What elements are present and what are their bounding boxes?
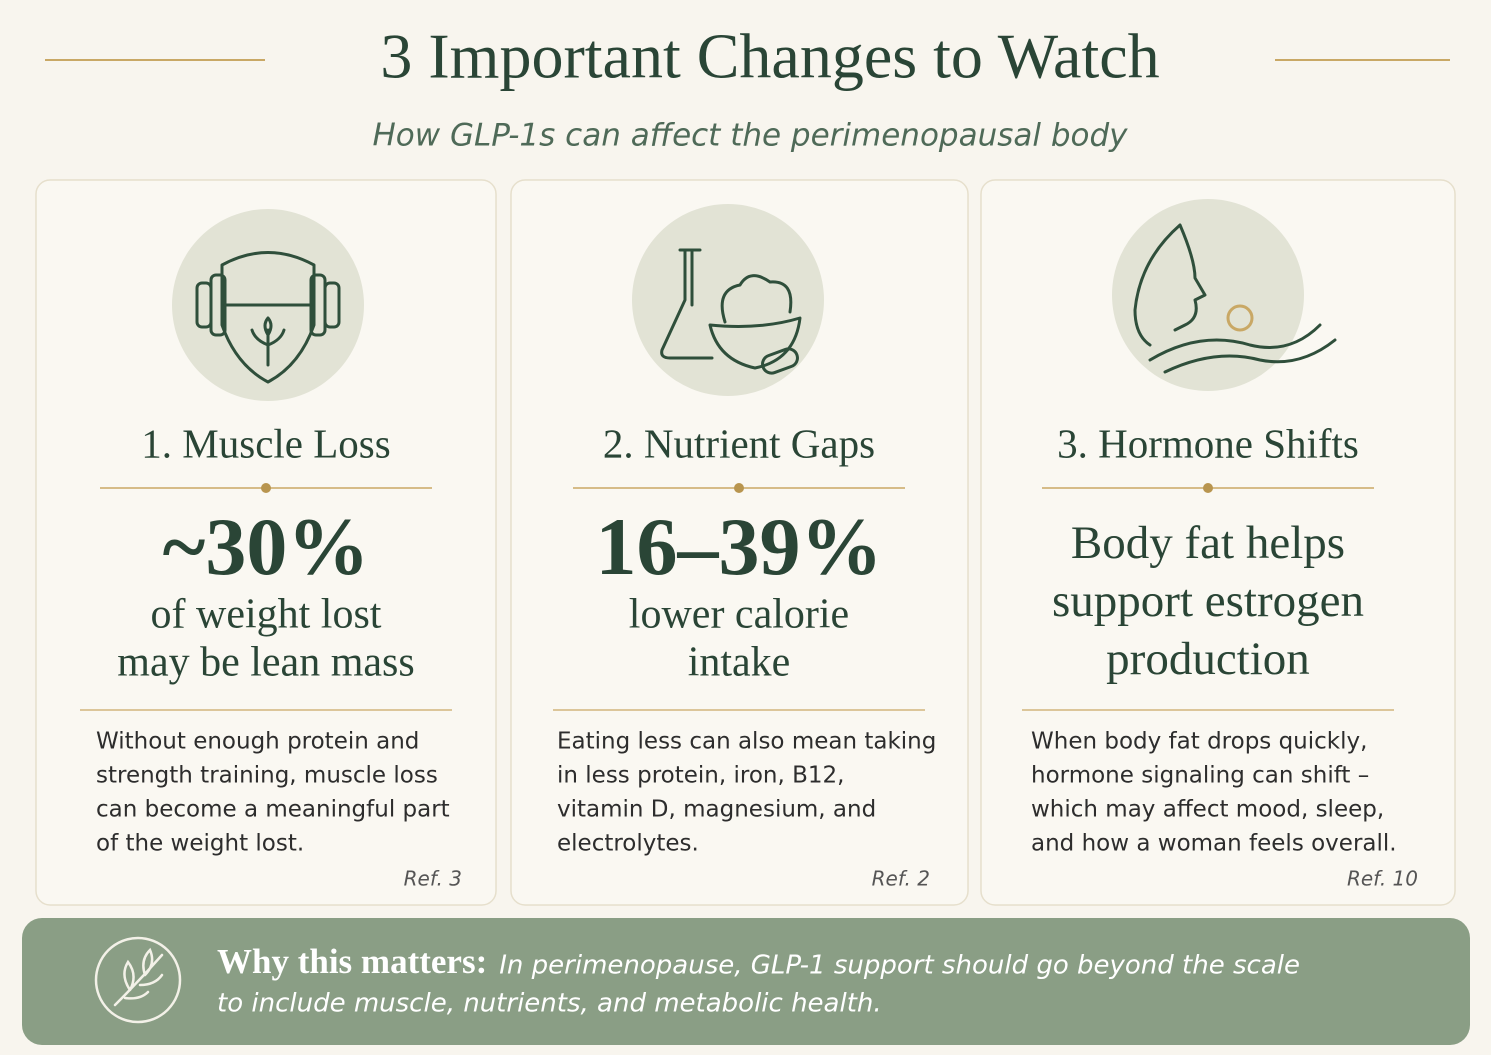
card [510, 179, 969, 906]
footer-text: to include muscle, nutrients, and metabo… [217, 989, 882, 1019]
card [980, 179, 1456, 906]
stat: ~30% [163, 501, 370, 592]
body-text: Without enough protein and [96, 729, 419, 755]
icon-muscle [172, 209, 364, 401]
stat: 16–39% [596, 501, 883, 592]
divider-dot [1203, 483, 1213, 493]
body-text: hormone signaling can shift – [1031, 763, 1369, 789]
footer-label: Why this matters: [217, 942, 487, 981]
card-heading: 1. Muscle Loss [141, 420, 390, 466]
body-text: and how a woman feels overall. [1031, 831, 1397, 857]
body-text: in less protein, iron, B12, [557, 763, 844, 789]
card-heading: 3. Hormone Shifts [1057, 420, 1359, 466]
body-text: When body fat drops quickly, [1031, 729, 1367, 755]
card [35, 179, 497, 906]
body-text: strength training, muscle loss [96, 763, 438, 789]
body-text: electrolytes. [557, 831, 699, 857]
divider-dot [261, 483, 271, 493]
card-heading: 2. Nutrient Gaps [603, 420, 875, 466]
stat-text: production [1106, 633, 1310, 685]
stat-text: may be lean mass [117, 640, 414, 686]
reference: Ref. 2 [872, 867, 930, 891]
body-text: which may affect mood, sleep, [1031, 797, 1384, 823]
divider-dot [734, 483, 744, 493]
stat-text: Body fat helps [1071, 517, 1345, 569]
footer-banner [22, 918, 1470, 1045]
subtitle: How GLP-1s can affect the perimenopausal… [372, 118, 1128, 154]
icon-hormones [1112, 199, 1337, 391]
footer-icon [94, 936, 182, 1024]
title: 3 Important Changes to Watch [380, 21, 1159, 92]
body-text: of the weight lost. [96, 831, 304, 857]
stat-text: intake [688, 640, 791, 686]
body-text: can become a meaningful part [96, 797, 450, 823]
body-text: Eating less can also mean taking [557, 729, 936, 755]
stat-text: lower calorie [629, 592, 849, 638]
footer-text: In perimenopause, GLP-1 support should g… [499, 951, 1300, 981]
body-text: vitamin D, magnesium, and [557, 797, 876, 823]
stat-text: of weight lost [151, 592, 382, 638]
reference: Ref. 10 [1347, 867, 1418, 891]
reference: Ref. 3 [404, 867, 462, 891]
icon-nutrients [632, 204, 824, 396]
stat-text: support estrogen [1052, 575, 1364, 627]
